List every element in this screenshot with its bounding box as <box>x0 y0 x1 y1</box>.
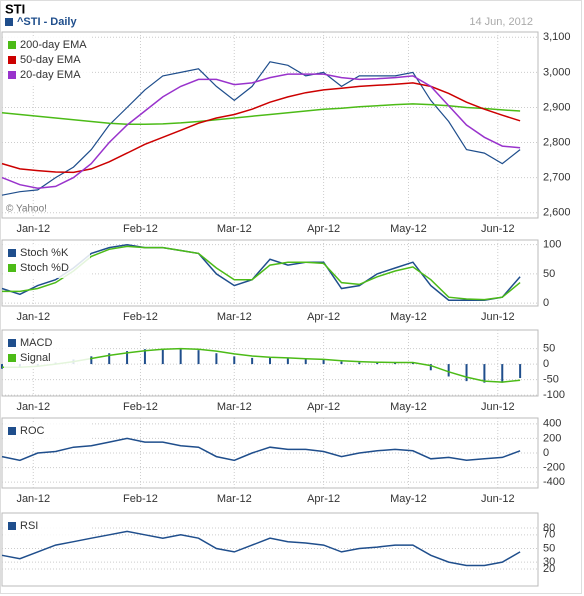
y-tick-label: -400 <box>543 476 565 488</box>
y-tick-label: 200 <box>543 432 561 444</box>
panel-frame <box>1 31 539 219</box>
x-tick-label: Apr-12 <box>307 311 340 323</box>
x-tick-label: Jan-12 <box>16 493 50 505</box>
series-line <box>1 437 521 462</box>
legend-label: 20-day EMA <box>20 69 81 81</box>
legend-swatch <box>8 41 16 49</box>
x-tick-label: Mar-12 <box>217 223 252 235</box>
legend-bg <box>4 517 90 536</box>
x-tick-label: Jun-12 <box>481 493 515 505</box>
y-tick-label: 80 <box>543 522 555 534</box>
copyright: © Yahoo! <box>6 204 47 215</box>
x-tick-label: Feb-12 <box>123 311 158 323</box>
x-tick-label: Feb-12 <box>123 493 158 505</box>
legend-swatch <box>8 339 16 347</box>
legend-swatch <box>8 56 16 64</box>
legend-bg <box>4 422 90 441</box>
chart-date: 14 Jun, 2012 <box>469 16 533 28</box>
legend-bg <box>4 244 90 278</box>
x-tick-label: Apr-12 <box>307 493 340 505</box>
y-tick-label: 0 <box>543 447 549 459</box>
y-tick-label: 2,600 <box>543 207 571 219</box>
y-tick-label: 100 <box>543 239 561 251</box>
panel-frame <box>1 329 539 397</box>
x-tick-label: Mar-12 <box>217 311 252 323</box>
y-tick-label: 20 <box>543 563 555 575</box>
series-line <box>1 530 521 567</box>
x-tick-label: Feb-12 <box>123 401 158 413</box>
legend-label: Stoch %D <box>20 262 69 274</box>
x-tick-label: Jan-12 <box>16 311 50 323</box>
symbol-marker <box>5 18 13 26</box>
x-tick-label: May-12 <box>390 401 427 413</box>
x-tick-label: Apr-12 <box>307 223 340 235</box>
x-tick-label: Feb-12 <box>123 223 158 235</box>
series-line <box>1 61 521 196</box>
legend-swatch <box>8 249 16 257</box>
x-tick-label: May-12 <box>390 311 427 323</box>
x-tick-label: Jun-12 <box>481 401 515 413</box>
x-tick-label: Mar-12 <box>217 493 252 505</box>
chart-title: STI <box>5 1 25 16</box>
x-tick-label: May-12 <box>390 493 427 505</box>
legend-bg <box>4 36 90 85</box>
x-tick-label: Jun-12 <box>481 311 515 323</box>
legend-swatch <box>8 71 16 79</box>
legend-swatch <box>8 354 16 362</box>
legend-label: Signal <box>20 352 51 364</box>
y-tick-label: -100 <box>543 389 565 401</box>
chart-subtitle: ^STI - Daily <box>17 16 77 28</box>
legend-label: 200-day EMA <box>20 39 87 51</box>
legend-swatch <box>8 427 16 435</box>
legend-label: MACD <box>20 337 52 349</box>
x-tick-label: Mar-12 <box>217 401 252 413</box>
legend-swatch <box>8 264 16 272</box>
series-line <box>1 103 521 126</box>
legend-label: ROC <box>20 425 45 437</box>
panel-frame <box>1 512 539 587</box>
panel-frame <box>1 239 539 307</box>
y-tick-label: 30 <box>543 556 555 568</box>
y-tick-label: 2,700 <box>543 172 571 184</box>
legend-swatch <box>8 522 16 530</box>
y-tick-label: 0 <box>543 358 549 370</box>
x-tick-label: Apr-12 <box>307 401 340 413</box>
legend-bg <box>4 334 90 368</box>
y-tick-label: 3,000 <box>543 66 571 78</box>
x-tick-label: May-12 <box>390 223 427 235</box>
x-tick-label: Jan-12 <box>16 223 50 235</box>
y-tick-label: 70 <box>543 529 555 541</box>
y-tick-label: 3,100 <box>543 31 571 43</box>
series-line <box>1 82 521 174</box>
x-tick-label: Jun-12 <box>481 223 515 235</box>
y-tick-label: 50 <box>543 342 555 354</box>
y-tick-label: 0 <box>543 297 549 309</box>
y-tick-label: 400 <box>543 418 561 430</box>
y-tick-label: 50 <box>543 268 555 280</box>
y-tick-label: -200 <box>543 461 565 473</box>
y-tick-label: -50 <box>543 373 559 385</box>
legend-label: Stoch %K <box>20 247 69 259</box>
y-tick-label: 2,900 <box>543 101 571 113</box>
series-line <box>1 73 521 189</box>
legend-label: 50-day EMA <box>20 54 81 66</box>
x-tick-label: Jan-12 <box>16 401 50 413</box>
legend-label: RSI <box>20 520 38 532</box>
y-tick-label: 2,800 <box>543 136 571 148</box>
y-tick-label: 50 <box>543 542 555 554</box>
